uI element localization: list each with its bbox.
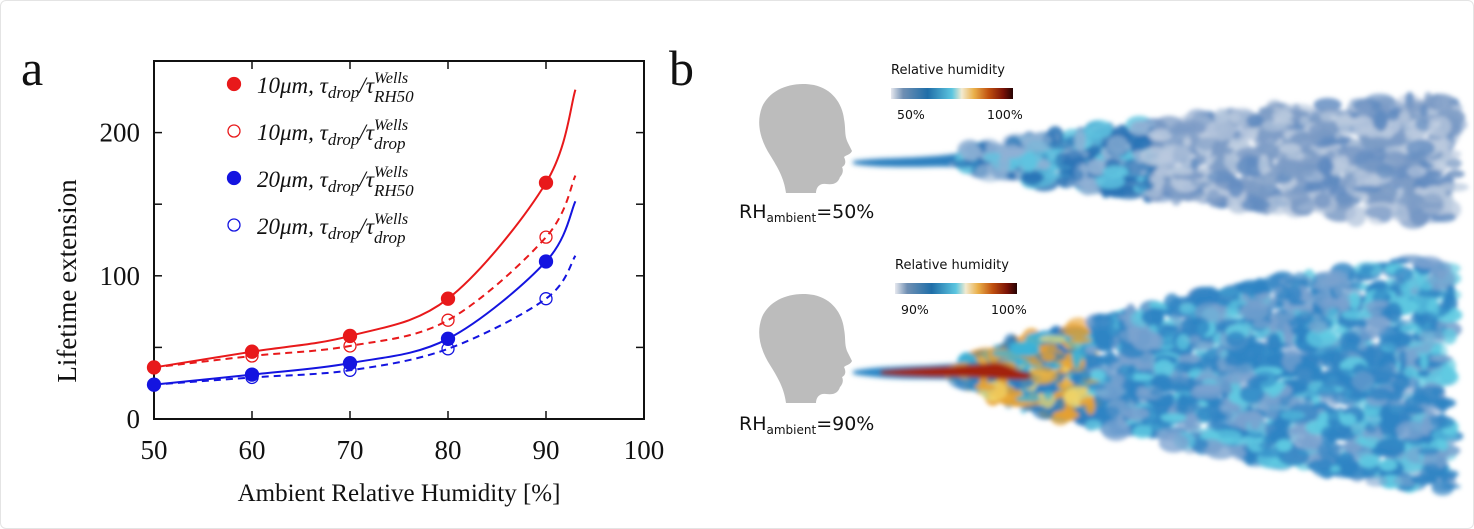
- colorbar-min: 90%: [901, 302, 929, 317]
- legend-sub: drop: [328, 83, 360, 102]
- data-point: [343, 363, 357, 377]
- legend-marker: [227, 124, 241, 138]
- rh-value: =50%: [816, 201, 875, 223]
- legend-sup: Wells: [374, 117, 408, 134]
- legend-text: 10μm, τ: [257, 73, 329, 98]
- legend-sub2: drop: [374, 228, 406, 247]
- legend-text: 10μm, τ: [257, 120, 329, 145]
- head-silhouette-icon: [759, 83, 852, 193]
- legend-sup: Wells: [374, 211, 408, 228]
- plume-rh50: [853, 91, 1469, 229]
- legend-sub: drop: [328, 177, 360, 196]
- legend-sup: Wells: [374, 164, 408, 181]
- legend-sub2: RH50: [373, 181, 414, 200]
- rh-main: RH: [739, 413, 767, 435]
- data-point: [147, 360, 161, 375]
- y-axis-label: Lifetime extension: [52, 179, 82, 383]
- head-shape: [759, 83, 852, 193]
- x-tick-label: 90: [533, 435, 560, 465]
- rh-ambient-label: RHambient=50%: [739, 201, 874, 225]
- rh-ambient-label: RHambient=90%: [739, 413, 874, 437]
- legend-entry: 10μm, τdrop/τWells: [257, 70, 408, 102]
- data-point: [244, 344, 260, 359]
- panel-a-label: a: [21, 40, 44, 96]
- legend-entry: 20μm, τdrop/τWells: [257, 211, 408, 243]
- rh-value: =90%: [816, 413, 875, 435]
- plot-frame: [153, 60, 645, 420]
- data-point: [147, 377, 161, 392]
- colorbar-max: 100%: [987, 107, 1023, 122]
- legend-entry: 20μm, τdrop/τWells: [257, 164, 408, 196]
- legend-marker: [226, 76, 242, 92]
- fit-curve: [153, 255, 577, 386]
- data-point: [342, 328, 358, 344]
- colorbar: [891, 88, 1013, 99]
- x-tick-label: 60: [239, 435, 266, 465]
- data-point: [539, 292, 553, 306]
- axes: 50 60 70 80 90 100 0 100 200: [100, 60, 665, 465]
- x-tick-label: 100: [624, 435, 665, 465]
- data-markers: [146, 175, 554, 392]
- legend-sub: drop: [328, 130, 360, 149]
- data-point: [441, 313, 455, 327]
- legend-slash: /τ: [357, 167, 374, 192]
- data-point: [245, 349, 259, 363]
- data-point: [245, 370, 259, 385]
- data-point: [538, 254, 554, 269]
- y-tick-label: 0: [127, 404, 141, 434]
- legend-marker: [227, 218, 241, 232]
- data-point: [538, 175, 554, 190]
- x-tick-label: 50: [141, 435, 168, 465]
- legend-sub2: drop: [374, 134, 406, 153]
- colorbar-min: 50%: [897, 107, 925, 122]
- data-point: [244, 367, 260, 382]
- y-tick-label: 200: [100, 118, 141, 148]
- legend-text: 20μm, τ: [257, 167, 329, 192]
- data-point: [441, 342, 455, 356]
- x-tick-label: 70: [337, 435, 364, 465]
- x-axis-label: Ambient Relative Humidity [%]: [238, 480, 561, 507]
- legend-entry: 10μm, τdrop/τWells: [257, 117, 408, 149]
- legend-sub2: RH50: [373, 87, 414, 106]
- legend-text: 20μm, τ: [257, 214, 329, 239]
- legend-sub: drop: [328, 224, 360, 243]
- legend-slash: /τ: [357, 73, 374, 98]
- data-point: [343, 339, 357, 353]
- colorbar: [895, 283, 1017, 294]
- head-shape: [759, 293, 852, 403]
- legend-sup: Wells: [374, 70, 408, 87]
- colorbar-title: Relative humidity: [891, 63, 1005, 78]
- legend-marker: [226, 170, 242, 186]
- colorbar-max: 100%: [991, 302, 1027, 317]
- head-silhouette-icon: [759, 293, 852, 403]
- colorbar-title: Relative humidity: [895, 258, 1009, 273]
- panel-b-label: b: [669, 40, 694, 96]
- rh-sub: ambient: [766, 211, 817, 225]
- data-point: [539, 230, 553, 244]
- y-tick-label: 100: [100, 261, 141, 291]
- legend-slash: /τ: [357, 214, 374, 239]
- legend-slash: /τ: [357, 120, 374, 145]
- rh-main: RH: [739, 201, 767, 223]
- data-point: [440, 291, 456, 306]
- plume-rh90: [853, 254, 1464, 496]
- x-tick-label: 80: [435, 435, 462, 465]
- data-point: [342, 356, 358, 371]
- rh-sub: ambient: [766, 423, 817, 437]
- data-point: [440, 331, 456, 346]
